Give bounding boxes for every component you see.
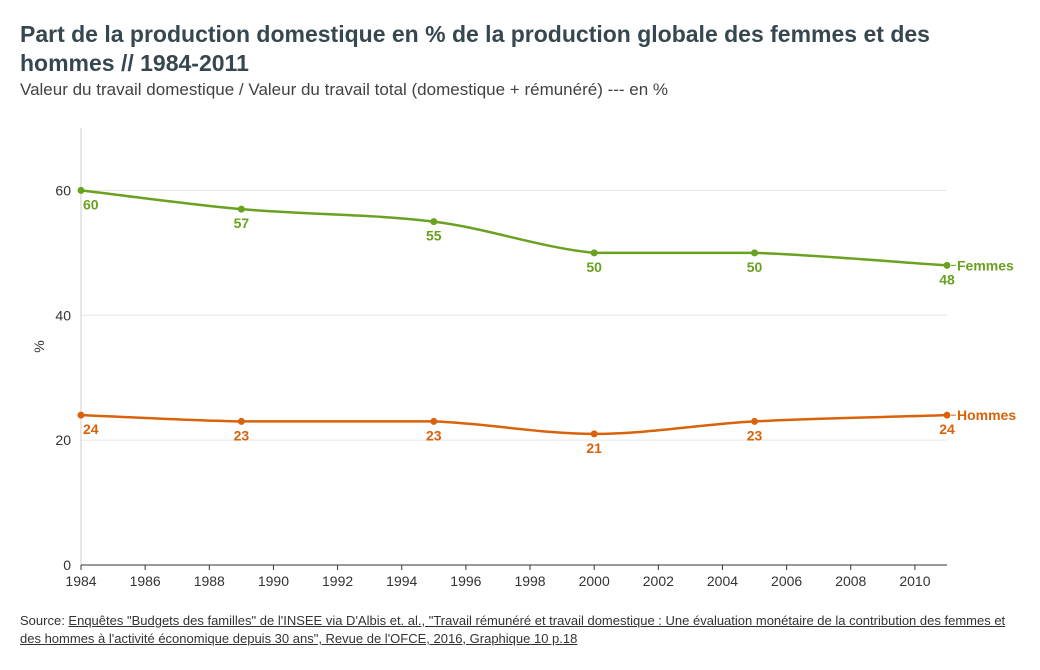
data-label: 24 (939, 421, 955, 437)
x-tick-label: 2002 (643, 573, 674, 589)
data-point (590, 430, 598, 438)
y-axis-label: % (31, 340, 47, 352)
line-chart: 0 20 40 60 1984 1986 1988 1990 1992 1994 1996 1998 2… (31, 128, 1016, 589)
data-point (943, 411, 951, 419)
series-line-femmes (80, 189, 948, 267)
x-tick-label: 2006 (771, 573, 802, 589)
x-tick-label: 1984 (65, 573, 96, 589)
x-tick-label: 1988 (194, 573, 225, 589)
series-label-hommes: Hommes (957, 407, 1016, 423)
data-label: 23 (747, 427, 763, 443)
series-lines (77, 186, 951, 438)
axes: 0 20 40 60 1984 1986 1988 1990 1992 1994 1996 1998 2… (31, 128, 947, 589)
data-label: 23 (234, 427, 250, 443)
data-point (430, 417, 438, 425)
data-label: 50 (586, 259, 602, 275)
source-note: Source: Enquêtes "Budgets des familles" … (20, 612, 1020, 648)
y-tick-label: 60 (55, 182, 71, 198)
x-tick-label: 1992 (322, 573, 353, 589)
data-point (77, 186, 85, 194)
data-label: 48 (939, 271, 955, 287)
data-point (943, 261, 951, 269)
series-line-hommes (80, 413, 948, 436)
y-tick-label: 20 (55, 432, 71, 448)
data-point (237, 205, 245, 213)
x-tick-label: 1986 (130, 573, 161, 589)
source-link[interactable]: Enquêtes "Budgets des familles" de l'INS… (20, 613, 1006, 646)
series-label-femmes: Femmes (957, 257, 1014, 273)
data-point (751, 417, 759, 425)
y-tick-label: 40 (55, 307, 71, 323)
data-label: 60 (83, 196, 99, 212)
chart-subtitle: Valeur du travail domestique / Valeur du… (20, 80, 669, 99)
data-point (237, 417, 245, 425)
data-label: 21 (586, 440, 602, 456)
chart-title: Part de la production domestique en % de… (20, 21, 930, 76)
data-label: 50 (747, 259, 763, 275)
x-tick-label: 1996 (450, 573, 481, 589)
x-tick-label: 2000 (579, 573, 610, 589)
data-point (590, 249, 598, 257)
y-tick-label: 0 (63, 557, 71, 573)
source-prefix: Source: (20, 613, 69, 628)
x-tick-label: 1998 (514, 573, 545, 589)
data-label: 55 (426, 228, 442, 244)
x-tick-label: 1994 (386, 573, 417, 589)
grid-lines (81, 189, 947, 441)
data-point (751, 249, 759, 257)
data-label: 57 (234, 215, 250, 231)
x-tick-label: 2008 (835, 573, 866, 589)
data-label: 23 (426, 427, 442, 443)
data-point (77, 411, 85, 419)
data-label: 24 (83, 421, 99, 437)
data-point (430, 218, 438, 226)
x-tick-label: 2004 (707, 573, 738, 589)
x-tick-label: 2010 (899, 573, 930, 589)
x-tick-label: 1990 (258, 573, 289, 589)
